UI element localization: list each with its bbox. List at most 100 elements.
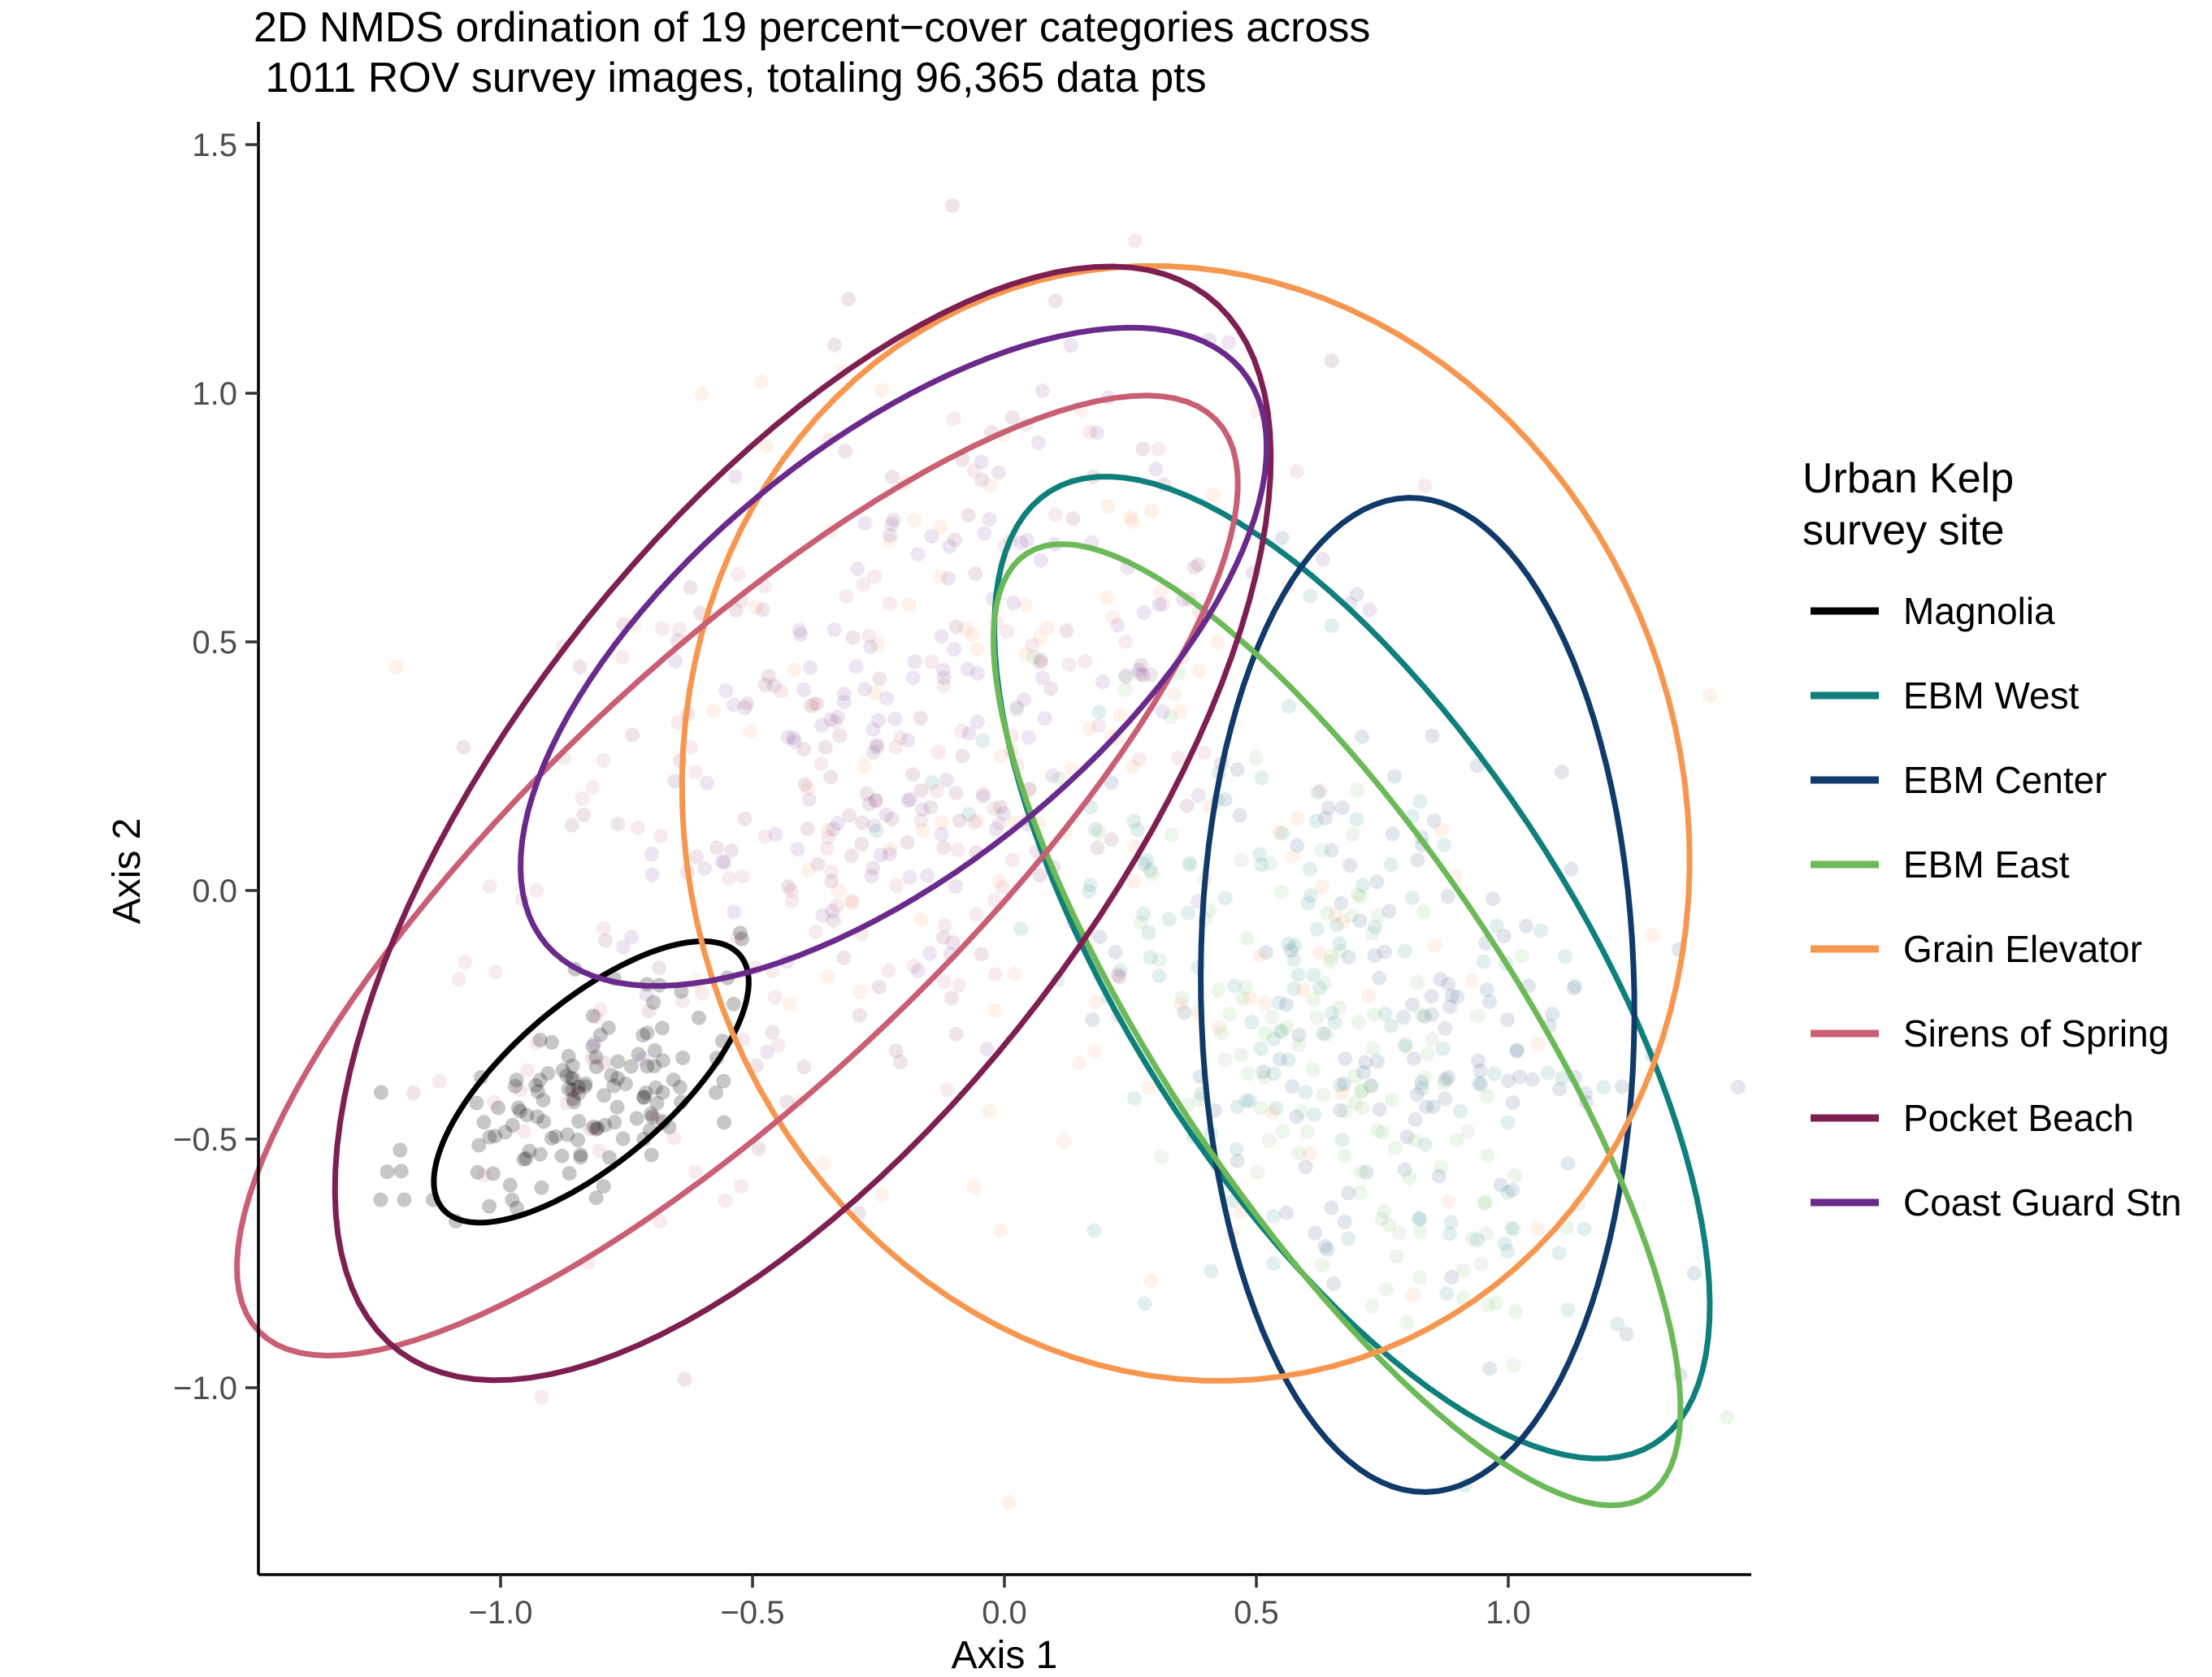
data-point	[861, 628, 877, 644]
data-point	[945, 198, 960, 214]
legend-label: EBM West	[1903, 674, 2080, 717]
data-point	[936, 678, 952, 693]
data-point	[653, 829, 668, 844]
data-point	[1118, 634, 1134, 649]
data-point	[505, 1192, 520, 1207]
data-point	[571, 1114, 587, 1129]
data-point	[1206, 488, 1221, 503]
data-point	[610, 1071, 626, 1086]
data-point	[1455, 1263, 1471, 1278]
data-point	[1646, 928, 1661, 942]
data-point	[1409, 1087, 1425, 1103]
data-point	[1500, 1185, 1515, 1200]
data-point	[832, 728, 848, 743]
data-point	[1091, 718, 1107, 734]
data-point	[596, 1179, 611, 1194]
data-point	[532, 1146, 548, 1162]
data-point	[726, 996, 741, 1012]
data-point	[1416, 904, 1431, 919]
data-point	[694, 386, 709, 401]
data-point	[831, 709, 845, 725]
data-point	[1230, 762, 1245, 778]
data-point	[774, 683, 788, 699]
data-point	[1266, 1031, 1282, 1046]
data-point	[865, 722, 881, 737]
data-point	[974, 947, 989, 962]
data-point	[867, 569, 882, 584]
data-point	[1341, 1231, 1356, 1246]
data-point	[393, 1142, 408, 1158]
data-point	[974, 454, 989, 470]
data-point	[1144, 866, 1160, 882]
data-point	[1417, 478, 1433, 493]
data-point	[1337, 1076, 1352, 1091]
data-point	[1118, 668, 1134, 683]
data-point	[1013, 535, 1029, 551]
data-point	[1212, 1020, 1227, 1035]
data-point	[767, 990, 783, 1005]
data-point	[1378, 1281, 1394, 1297]
data-point	[934, 826, 949, 842]
data-point	[1017, 692, 1032, 708]
data-point	[796, 742, 812, 757]
data-point	[1353, 889, 1368, 904]
data-point	[1154, 1149, 1169, 1164]
data-point	[848, 659, 864, 674]
data-point	[601, 1150, 617, 1165]
data-point	[1478, 1226, 1494, 1242]
data-point	[1271, 995, 1286, 1011]
data-point	[646, 994, 661, 1010]
data-point	[1412, 1210, 1427, 1225]
data-point	[766, 678, 782, 693]
data-point	[716, 1073, 731, 1089]
data-point	[1287, 938, 1303, 953]
data-point	[1303, 888, 1319, 904]
data-point	[1037, 711, 1052, 726]
data-point	[826, 912, 841, 928]
data-point	[1113, 963, 1128, 978]
data-point	[560, 1127, 575, 1142]
data-point	[648, 1080, 663, 1095]
data-point	[757, 678, 773, 692]
data-point	[1253, 1041, 1269, 1056]
data-point	[1264, 1105, 1280, 1120]
data-point	[1351, 1015, 1366, 1030]
data-point	[1306, 992, 1321, 1008]
data-point	[598, 933, 613, 948]
data-point	[1182, 857, 1198, 873]
ellipse-grain-elevator	[679, 262, 1693, 1384]
data-point	[1290, 811, 1305, 826]
data-point	[906, 959, 922, 974]
data-point	[639, 986, 654, 1002]
data-point	[933, 520, 948, 535]
data-point	[820, 968, 835, 984]
data-point	[969, 642, 985, 656]
data-point	[1300, 1124, 1316, 1140]
data-point	[1082, 884, 1097, 899]
data-point	[1334, 800, 1350, 816]
data-point	[935, 815, 950, 830]
x-tick-label: 0.0	[982, 1595, 1027, 1631]
data-point	[952, 977, 967, 993]
data-point	[1334, 895, 1349, 911]
data-point	[1405, 997, 1420, 1012]
data-point	[881, 963, 896, 978]
data-point	[1213, 1025, 1229, 1041]
data-point	[1610, 1316, 1625, 1332]
data-point	[883, 527, 898, 543]
data-point	[884, 811, 900, 826]
data-point	[1305, 1062, 1321, 1077]
data-point	[1465, 1231, 1481, 1246]
data-point	[1087, 821, 1103, 837]
data-point	[1439, 1286, 1455, 1302]
data-point	[1349, 587, 1364, 602]
data-point	[826, 622, 842, 638]
data-point	[948, 785, 964, 800]
data-point	[548, 1129, 563, 1144]
data-point	[588, 1121, 604, 1137]
data-point	[1257, 1025, 1273, 1041]
data-point	[1266, 1208, 1282, 1224]
data-point	[995, 880, 1010, 895]
data-point	[870, 713, 886, 728]
data-point	[1252, 847, 1268, 862]
